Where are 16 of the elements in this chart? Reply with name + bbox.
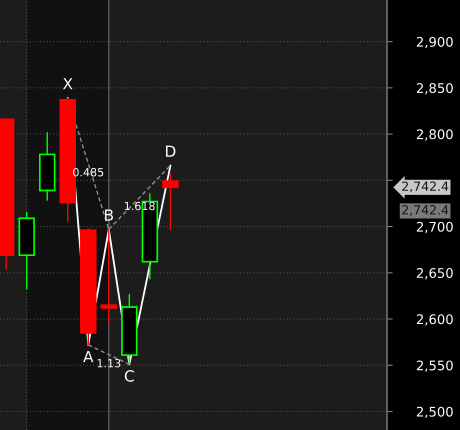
text: 2,742.4 [402, 205, 448, 216]
y-tick-label: 2,500 [416, 406, 453, 418]
y-tick-label: 2,700 [416, 222, 453, 234]
data-label: D [166, 146, 176, 157]
y-tick-label: 2,850 [416, 83, 453, 94]
data-label: B [105, 209, 113, 221]
y-tick-label: 2,650 [416, 268, 453, 280]
annotation: 1.13 [98, 358, 120, 368]
data-label: C [124, 370, 134, 382]
y-tick-label: 2,800 [416, 129, 453, 141]
y-tick-label: 2,900 [416, 36, 453, 48]
data-label: A [83, 350, 94, 362]
y-tick-label: 2,550 [416, 360, 453, 372]
data-label: X [62, 78, 73, 90]
y-tick-label: 2,600 [416, 314, 453, 326]
text: 2,742.4 [402, 182, 448, 192]
